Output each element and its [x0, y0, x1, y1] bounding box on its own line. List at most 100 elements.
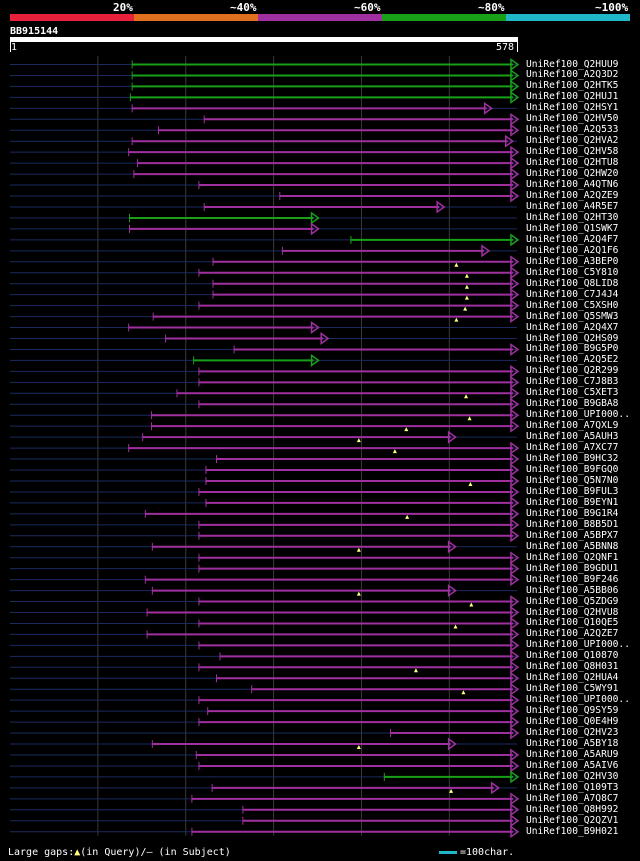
hit-label[interactable]: UniRef100_B9HC32 [526, 453, 619, 465]
hit-label[interactable]: UniRef100_A5BB06 [526, 584, 619, 596]
hit-bar[interactable] [131, 134, 515, 148]
hit-label[interactable]: UniRef100_A5BNN8 [526, 540, 619, 552]
hit-bar[interactable] [157, 123, 520, 137]
hit-bar[interactable] [205, 496, 520, 510]
hit-label[interactable]: UniRef100_Q2HVU8 [526, 606, 619, 618]
hit-bar[interactable] [144, 573, 520, 587]
hit-label[interactable]: UniRef100_B9G5P0 [526, 343, 619, 355]
hit-label[interactable]: UniRef100_Q1SWK7 [526, 222, 619, 234]
hit-label[interactable]: UniRef100_C7J4J4 [526, 288, 619, 300]
hit-bar[interactable] [198, 299, 520, 313]
hit-bar[interactable] [144, 507, 520, 521]
hit-bar[interactable] [350, 233, 520, 247]
hit-label[interactable]: UniRef100_B9FUL3 [526, 485, 619, 497]
hit-bar[interactable] [133, 167, 520, 181]
hit-label[interactable]: UniRef100_A2Q5E2 [526, 354, 619, 366]
hit-bar[interactable] [212, 288, 520, 302]
hit-label[interactable]: UniRef100_Q2QZV1 [526, 814, 619, 826]
hit-bar[interactable] [128, 321, 320, 334]
hit-bar[interactable] [205, 474, 520, 488]
hit-label[interactable]: UniRef100_A2QZE7 [526, 628, 619, 640]
hit-bar[interactable] [191, 825, 520, 839]
hit-bar[interactable] [146, 606, 520, 619]
hit-bar[interactable] [198, 759, 520, 773]
hit-bar[interactable] [281, 244, 491, 258]
hit-bar[interactable] [131, 101, 493, 115]
hit-label[interactable]: UniRef100_Q2HUJ1 [526, 91, 619, 103]
hit-bar[interactable] [198, 715, 520, 729]
hit-label[interactable]: UniRef100_B9G1R4 [526, 507, 619, 519]
hit-label[interactable]: UniRef100_Q8LID8 [526, 277, 619, 289]
hit-bar[interactable] [198, 518, 520, 532]
hit-bar[interactable] [203, 200, 446, 214]
hit-bar[interactable] [151, 737, 457, 751]
hit-bar[interactable] [198, 595, 520, 608]
hit-label[interactable]: UniRef100_B9GDU1 [526, 562, 619, 574]
hit-label[interactable]: UniRef100_Q2HS09 [526, 332, 619, 344]
hit-label[interactable]: UniRef100_C5XET3 [526, 387, 619, 399]
hit-bar[interactable] [383, 770, 520, 784]
hit-bar[interactable] [205, 463, 520, 477]
hit-label[interactable]: UniRef100_Q2HTK5 [526, 80, 619, 92]
hit-label[interactable]: UniRef100_Q2QNF1 [526, 551, 619, 563]
hit-bar[interactable] [212, 255, 520, 269]
hit-label[interactable]: UniRef100_B8B5D1 [526, 518, 619, 530]
hit-bar[interactable] [242, 814, 520, 828]
hit-label[interactable]: UniRef100_B9FGQ0 [526, 464, 619, 476]
hit-bar[interactable] [198, 693, 520, 707]
hit-bar[interactable] [198, 266, 520, 280]
hit-bar[interactable] [279, 189, 520, 203]
hit-bar[interactable] [176, 386, 520, 400]
hit-label[interactable]: UniRef100_A5BPX7 [526, 529, 619, 541]
hit-bar[interactable] [198, 529, 520, 543]
hit-label[interactable]: UniRef100_Q2HV30 [526, 770, 619, 782]
hit-label[interactable]: UniRef100_A2Q533 [526, 124, 619, 136]
hit-bar[interactable] [129, 211, 320, 225]
hit-label[interactable]: UniRef100_Q2HT30 [526, 211, 619, 223]
hit-label[interactable]: UniRef100_Q2HSY1 [526, 102, 619, 114]
hit-label[interactable]: UniRef100_A2QZE9 [526, 190, 619, 202]
hit-label[interactable]: UniRef100_Q9SY59 [526, 705, 619, 717]
hit-label[interactable]: UniRef100_A4R5E7 [526, 200, 619, 212]
hit-label[interactable]: UniRef100_A2Q1F6 [526, 244, 619, 256]
hit-bar[interactable] [198, 375, 520, 389]
hit-label[interactable]: UniRef100_Q2HV50 [526, 113, 619, 125]
hit-label[interactable]: UniRef100_Q2R299 [526, 365, 619, 377]
hit-label[interactable]: UniRef100_Q8H992 [526, 803, 619, 815]
hit-label[interactable]: UniRef100_A2Q4X7 [526, 321, 619, 333]
hit-bar[interactable] [198, 551, 520, 565]
hit-label[interactable]: UniRef100_A5ARU9 [526, 748, 619, 760]
hit-bar[interactable] [198, 178, 520, 192]
hit-bar[interactable] [389, 726, 520, 740]
hit-label[interactable]: UniRef100_B9F246 [526, 573, 619, 585]
hit-label[interactable]: UniRef100_UPI000.. [526, 409, 630, 421]
hit-label[interactable]: UniRef100_Q5ZDG9 [526, 595, 619, 607]
hit-label[interactable]: UniRef100_A4QTN6 [526, 179, 619, 191]
hit-bar[interactable] [198, 617, 520, 630]
hit-bar[interactable] [251, 682, 520, 696]
hit-label[interactable]: UniRef100_UPI000.. [526, 639, 630, 651]
hit-bar[interactable] [131, 69, 520, 82]
hit-label[interactable]: UniRef100_Q10QE5 [526, 617, 619, 629]
hit-bar[interactable] [207, 704, 520, 718]
hit-label[interactable]: UniRef100_Q2HUU9 [526, 58, 619, 70]
hit-label[interactable]: UniRef100_Q0E4H9 [526, 716, 619, 728]
hit-label[interactable]: UniRef100_Q5SMW3 [526, 310, 619, 322]
hit-bar[interactable] [215, 671, 520, 685]
hit-label[interactable]: UniRef100_UPI000.. [526, 694, 630, 706]
hit-label[interactable]: UniRef100_Q109T3 [526, 781, 619, 793]
hit-label[interactable]: UniRef100_C7J8B3 [526, 376, 619, 388]
hit-bar[interactable] [215, 452, 520, 466]
hit-bar[interactable] [128, 145, 520, 159]
hit-bar[interactable] [198, 364, 520, 378]
hit-bar[interactable] [198, 562, 520, 576]
hit-bar[interactable] [128, 441, 520, 455]
hit-bar[interactable] [198, 660, 520, 674]
hit-bar[interactable] [219, 649, 520, 663]
hit-bar[interactable] [151, 540, 457, 554]
hit-label[interactable]: UniRef100_Q8H031 [526, 661, 619, 673]
hit-bar[interactable] [203, 112, 520, 126]
hit-bar[interactable] [150, 419, 520, 433]
hit-label[interactable]: UniRef100_B9H021 [526, 825, 619, 837]
hit-label[interactable]: UniRef100_Q2HW20 [526, 168, 619, 180]
